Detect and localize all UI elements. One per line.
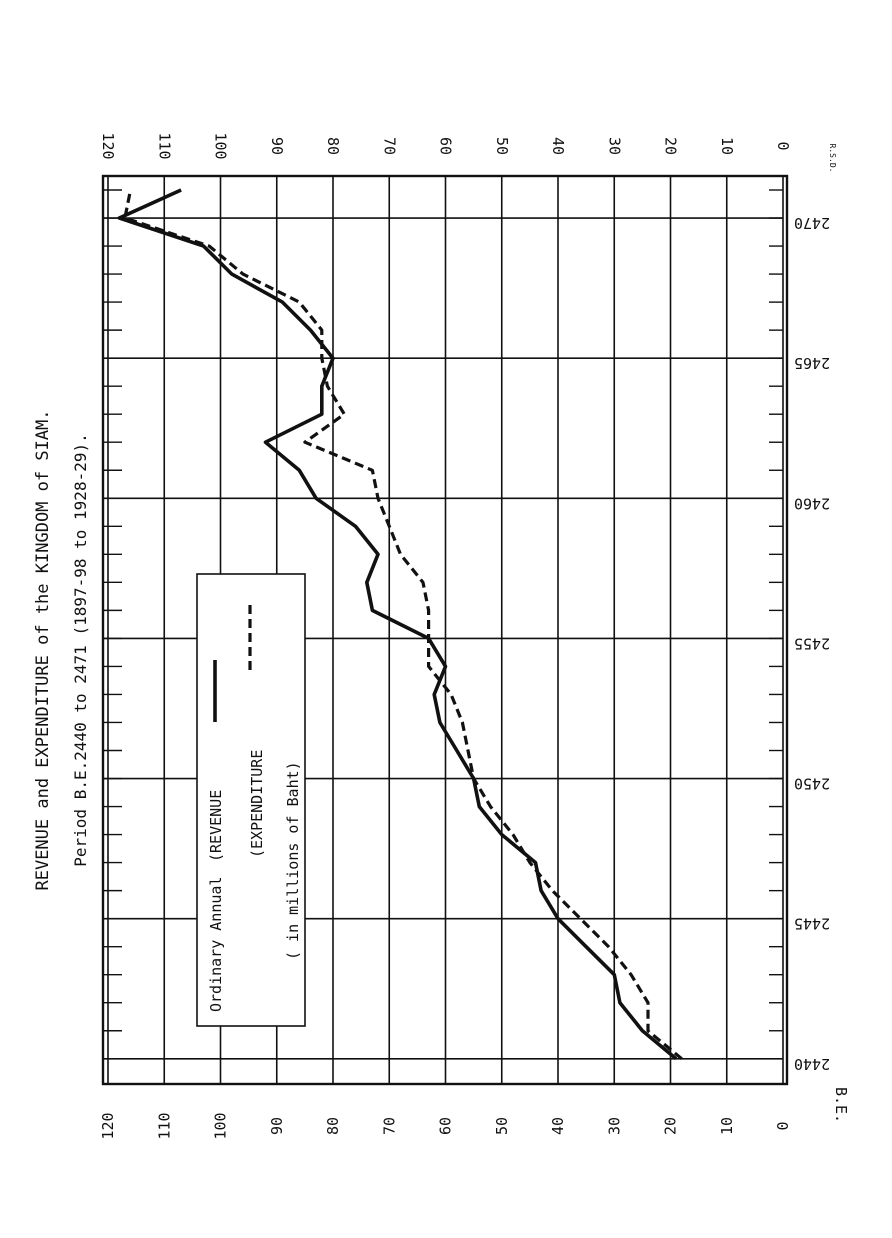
y-tick-label-bottom-70: 70 — [380, 1117, 398, 1135]
y-tick-label-top-80: 80 — [324, 137, 342, 155]
y-tick-label-bottom-20: 20 — [662, 1117, 680, 1135]
corner-mark: R.S.D. — [828, 144, 837, 173]
x-tick-label-2445: 2445 — [794, 915, 830, 933]
legend: Ordinary Annual (REVENUE (EXPENDITURE ( … — [196, 573, 306, 1027]
y-tick-label-bottom-120: 120 — [99, 1112, 117, 1139]
y-tick-label-top-120: 120 — [99, 132, 117, 159]
y-tick-label-bottom-60: 60 — [437, 1117, 455, 1135]
y-tick-label-top-110: 110 — [155, 132, 173, 159]
legend-prefix: Ordinary Annual — [207, 877, 225, 1012]
tick-layer — [103, 189, 783, 1060]
y-tick-label-top-60: 60 — [437, 137, 455, 155]
legend-expenditure-label: (EXPENDITURE — [248, 750, 266, 858]
y-tick-label-bottom-40: 40 — [549, 1117, 567, 1135]
y-tick-label-bottom-50: 50 — [493, 1117, 511, 1135]
chart-title: REVENUE and EXPENDITURE of the KINGDOM o… — [33, 409, 53, 890]
y-tick-label-top-70: 70 — [380, 137, 398, 155]
legend-revenue-label: (REVENUE — [207, 790, 225, 862]
y-tick-label-top-50: 50 — [493, 137, 511, 155]
x-tick-label-2440: 2440 — [794, 1055, 830, 1073]
series-line-revenue — [117, 188, 678, 1061]
y-tick-label-top-30: 30 — [605, 137, 623, 155]
x-axis-title: B.E. — [832, 1087, 850, 1123]
y-tick-label-top-90: 90 — [268, 137, 286, 155]
y-tick-label-bottom-10: 10 — [718, 1117, 736, 1135]
series-line-expenditure — [123, 189, 683, 1061]
y-tick-label-top-10: 10 — [718, 137, 736, 155]
y-tick-label-top-40: 40 — [549, 137, 567, 155]
legend-units: ( in millions of Baht) — [284, 761, 302, 960]
x-tick-label-2470: 2470 — [794, 214, 830, 232]
y-tick-label-bottom-80: 80 — [324, 1117, 342, 1135]
x-tick-label-2460: 2460 — [794, 494, 830, 512]
y-tick-label-bottom-90: 90 — [268, 1117, 286, 1135]
label-layer: 0 0 10 10 20 20 30 30 40 40 50 50 60 60 70 70 80 80 90 90 10… — [99, 132, 830, 1139]
y-tick-label-top-20: 20 — [662, 137, 680, 155]
y-tick-label-bottom-110: 110 — [155, 1112, 173, 1139]
y-tick-label-top-100: 100 — [212, 132, 230, 159]
y-tick-label-bottom-100: 100 — [212, 1112, 230, 1139]
chart-subtitle: Period B.E.2440 to 2471 (1897-98 to 1928… — [71, 433, 90, 866]
y-tick-label-bottom-30: 30 — [605, 1117, 623, 1135]
x-tick-label-2455: 2455 — [794, 634, 830, 652]
y-tick-label-bottom-0: 0 — [774, 1121, 792, 1130]
series-layer — [117, 188, 683, 1061]
x-tick-label-2465: 2465 — [794, 354, 830, 372]
y-tick-label-top-0: 0 — [774, 141, 792, 150]
x-tick-label-2450: 2450 — [794, 775, 830, 793]
